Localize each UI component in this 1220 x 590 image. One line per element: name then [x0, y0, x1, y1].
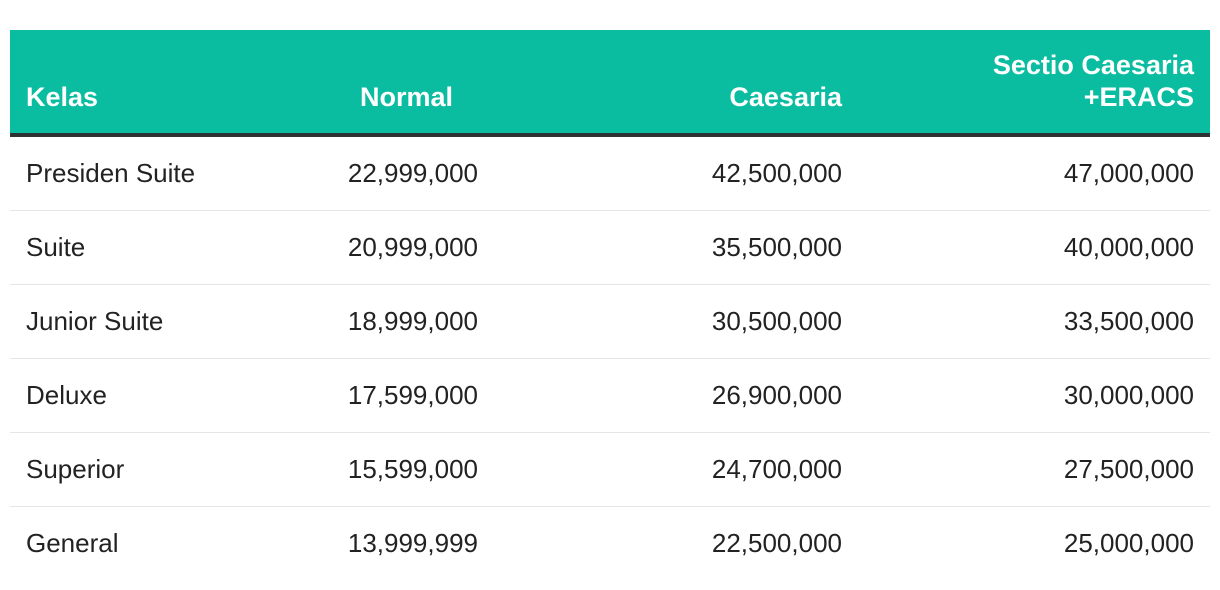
cell-normal: 17,599,000 — [347, 380, 478, 410]
cell-caesaria: 26,900,000 — [711, 380, 842, 410]
table-row: General 13,999,999 22,500,000 25,000,000 — [10, 507, 1210, 580]
table-row: Deluxe 17,599,000 26,900,000 30,000,000 — [10, 359, 1210, 433]
cell-kelas: Superior — [26, 454, 125, 484]
cell-caesaria: 42,500,000 — [711, 158, 842, 188]
table-row: Suite 20,999,000 35,500,000 40,000,000 — [10, 211, 1210, 285]
header-kelas: Kelas — [26, 82, 99, 112]
cell-sectio: 27,500,000 — [1063, 454, 1194, 484]
table-row: Junior Suite 18,999,000 30,500,000 33,50… — [10, 285, 1210, 359]
table-row: Superior 15,599,000 24,700,000 27,500,00… — [10, 433, 1210, 507]
cell-sectio: 25,000,000 — [1063, 528, 1194, 558]
cell-sectio: 40,000,000 — [1063, 232, 1194, 262]
cell-normal: 22,999,000 — [347, 158, 478, 188]
cell-normal: 20,999,000 — [347, 232, 478, 262]
cell-sectio: 47,000,000 — [1063, 158, 1194, 188]
cell-kelas: Deluxe — [26, 380, 107, 410]
table-header: Kelas Normal Caesaria Sectio Caesaria +E… — [10, 30, 1210, 137]
cell-sectio: 30,000,000 — [1063, 380, 1194, 410]
header-sectio: Sectio Caesaria +ERACS — [842, 49, 1194, 133]
cell-sectio: 33,500,000 — [1063, 306, 1194, 336]
cell-caesaria: 24,700,000 — [711, 454, 842, 484]
cell-kelas: Junior Suite — [26, 306, 164, 336]
cell-caesaria: 35,500,000 — [711, 232, 842, 262]
cell-normal: 18,999,000 — [347, 306, 478, 336]
cell-kelas: Suite — [26, 232, 86, 262]
price-table: Kelas Normal Caesaria Sectio Caesaria +E… — [10, 30, 1210, 580]
cell-normal: 15,599,000 — [347, 454, 478, 484]
cell-caesaria: 22,500,000 — [711, 528, 842, 558]
table-row: Presiden Suite 22,999,000 42,500,000 47,… — [10, 137, 1210, 211]
cell-kelas: Presiden Suite — [26, 158, 196, 188]
header-caesaria: Caesaria — [729, 82, 842, 112]
cell-kelas: General — [26, 528, 119, 558]
header-sectio-line1: Sectio Caesaria — [992, 50, 1194, 80]
header-sectio-line2: +ERACS — [1083, 82, 1194, 112]
cell-caesaria: 30,500,000 — [711, 306, 842, 336]
cell-normal: 13,999,999 — [347, 528, 478, 558]
header-normal: Normal — [360, 82, 454, 112]
